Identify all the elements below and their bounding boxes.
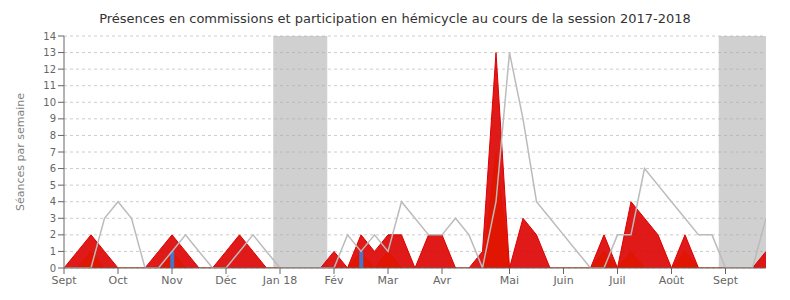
svg-text:11: 11 [43,80,56,91]
svg-text:Juin: Juin [552,274,573,287]
svg-text:Déc: Déc [215,274,236,287]
svg-text:Sept: Sept [51,274,77,287]
svg-text:9: 9 [50,113,56,124]
svg-text:4: 4 [50,196,56,207]
svg-text:Sept: Sept [713,274,739,287]
svg-text:Jan 18: Jan 18 [262,274,297,287]
svg-text:1: 1 [50,246,56,257]
svg-text:12: 12 [43,64,56,75]
svg-text:2: 2 [50,229,56,240]
svg-text:10: 10 [43,97,56,108]
svg-text:Fév: Fév [324,274,343,287]
svg-text:0: 0 [50,263,56,274]
svg-text:Mar: Mar [378,274,399,287]
svg-text:Mai: Mai [500,274,519,287]
svg-text:6: 6 [50,163,56,174]
svg-text:Avr: Avr [433,274,451,287]
svg-text:5: 5 [50,180,56,191]
svg-text:8: 8 [50,130,56,141]
svg-text:13: 13 [43,47,56,58]
svg-text:Séances par semaine: Séances par semaine [14,93,27,211]
svg-text:Nov: Nov [161,274,183,287]
html-text:Présences en commissions et pa: Présences en commissions et participatio… [99,11,691,26]
svg-text:Juil: Juil [608,274,625,287]
svg-text:7: 7 [50,147,56,158]
svg-text:Août: Août [659,274,685,287]
svg-text:14: 14 [43,31,56,42]
svg-text:3: 3 [50,213,56,224]
svg-text:Oct: Oct [108,274,128,287]
